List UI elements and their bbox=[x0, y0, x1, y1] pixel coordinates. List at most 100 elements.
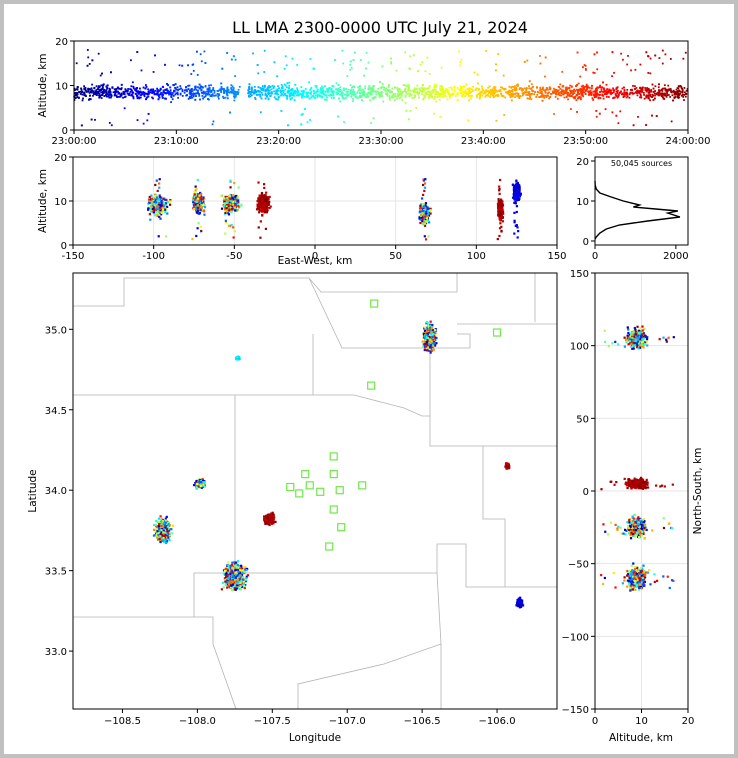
data-point bbox=[227, 205, 231, 209]
data-point bbox=[478, 87, 481, 90]
data-point bbox=[500, 215, 503, 218]
data-point bbox=[549, 88, 551, 91]
data-point bbox=[227, 209, 231, 212]
data-point bbox=[388, 89, 391, 91]
data-point bbox=[565, 89, 567, 91]
data-point bbox=[499, 218, 503, 221]
data-point bbox=[521, 94, 524, 97]
data-point bbox=[188, 92, 191, 95]
data-point bbox=[663, 84, 666, 87]
data-point bbox=[195, 92, 197, 95]
data-point bbox=[342, 62, 345, 65]
data-point bbox=[325, 96, 328, 99]
data-point bbox=[258, 211, 261, 214]
data-point bbox=[552, 90, 554, 93]
data-point bbox=[91, 89, 93, 92]
data-point bbox=[397, 90, 400, 93]
data-point bbox=[470, 88, 473, 90]
data-point bbox=[476, 96, 478, 99]
data-point bbox=[645, 90, 648, 93]
data-point bbox=[323, 93, 326, 96]
data-point bbox=[261, 210, 264, 213]
data-point bbox=[229, 209, 232, 212]
data-point bbox=[156, 189, 159, 193]
data-point bbox=[76, 92, 79, 95]
data-point bbox=[620, 90, 622, 93]
data-point bbox=[668, 88, 671, 91]
data-point bbox=[424, 178, 427, 181]
data-point bbox=[194, 206, 197, 209]
data-point bbox=[379, 95, 382, 98]
data-point bbox=[394, 86, 397, 89]
data-point bbox=[615, 114, 618, 117]
data-point bbox=[428, 91, 431, 94]
data-point bbox=[424, 92, 427, 95]
data-point bbox=[500, 199, 503, 202]
data-point bbox=[225, 93, 228, 96]
data-point bbox=[267, 201, 270, 204]
data-point bbox=[79, 92, 82, 95]
data-point bbox=[310, 96, 313, 99]
data-point bbox=[634, 85, 636, 88]
data-point bbox=[224, 208, 227, 212]
data-point bbox=[269, 205, 272, 208]
data-point bbox=[365, 96, 368, 99]
data-point bbox=[618, 92, 621, 94]
data-point bbox=[588, 86, 591, 89]
data-point bbox=[159, 213, 162, 216]
data-point bbox=[181, 88, 184, 91]
data-point bbox=[89, 88, 92, 91]
data-point bbox=[205, 93, 208, 96]
data-point bbox=[377, 87, 380, 90]
data-point bbox=[193, 191, 196, 194]
data-point bbox=[260, 191, 264, 195]
data-point bbox=[423, 90, 425, 93]
data-point bbox=[528, 93, 531, 96]
data-point bbox=[196, 227, 199, 230]
data-point bbox=[150, 203, 153, 206]
data-point bbox=[100, 89, 102, 92]
data-point bbox=[186, 94, 188, 96]
data-point bbox=[150, 197, 153, 201]
data-point bbox=[413, 88, 416, 91]
data-point bbox=[639, 86, 642, 89]
data-point bbox=[129, 91, 132, 93]
data-point bbox=[546, 92, 549, 95]
data-point bbox=[577, 97, 580, 99]
data-point bbox=[580, 92, 583, 95]
data-point bbox=[326, 89, 329, 91]
data-point bbox=[660, 89, 663, 91]
data-point bbox=[465, 93, 468, 96]
data-point bbox=[73, 89, 76, 91]
data-point bbox=[468, 89, 470, 91]
data-point bbox=[302, 91, 305, 93]
data-point bbox=[526, 59, 529, 62]
data-point bbox=[555, 91, 558, 94]
data-point bbox=[304, 108, 306, 110]
data-point bbox=[681, 89, 684, 91]
data-point bbox=[369, 88, 372, 90]
data-point bbox=[605, 83, 608, 86]
data-point bbox=[327, 87, 330, 90]
data-point bbox=[511, 85, 514, 88]
data-point bbox=[390, 57, 392, 60]
data-point bbox=[150, 207, 153, 211]
data-point bbox=[421, 61, 424, 64]
data-point bbox=[376, 90, 379, 93]
data-point bbox=[92, 92, 95, 94]
data-point bbox=[517, 230, 520, 233]
data-point bbox=[264, 92, 267, 95]
data-point bbox=[217, 95, 220, 98]
data-point bbox=[463, 85, 466, 88]
data-point bbox=[372, 87, 375, 90]
data-point bbox=[430, 92, 433, 95]
data-point bbox=[643, 97, 646, 100]
data-point bbox=[330, 88, 333, 91]
data-point bbox=[190, 92, 193, 95]
data-point bbox=[116, 90, 119, 93]
data-point bbox=[404, 84, 407, 87]
data-point bbox=[599, 86, 602, 89]
data-point bbox=[155, 213, 158, 216]
data-point bbox=[114, 88, 117, 91]
data-point bbox=[278, 87, 280, 90]
